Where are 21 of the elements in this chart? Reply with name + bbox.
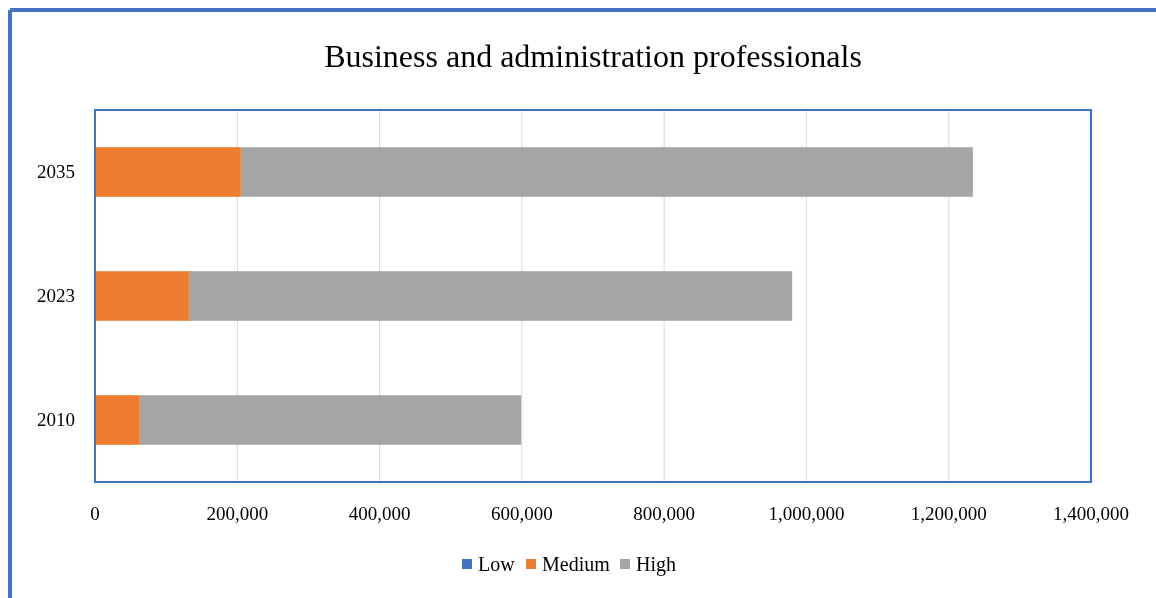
bar [139,395,522,445]
y-tick-label: 2010 [37,409,75,430]
y-tick-label: 2023 [37,285,75,306]
x-tick-label: 1,400,000 [1053,503,1129,524]
y-tick-label: 2035 [37,161,75,182]
legend-label: Low [478,553,516,575]
bar [188,271,793,321]
x-tick-label: 1,000,000 [768,503,845,524]
x-tick-label: 0 [90,503,100,524]
x-tick-label: 800,000 [633,503,696,524]
x-tick-label: 600,000 [490,503,553,524]
bar [240,147,973,197]
legend-label: Medium [542,553,611,575]
bar [95,147,241,197]
legend-label: High [636,553,676,576]
x-tick-label: 400,000 [348,503,411,524]
x-tick-label: 1,200,000 [910,503,987,524]
bar [95,271,189,321]
bar [95,395,140,445]
chart-title: Business and administration professionals [324,38,862,74]
x-tick-label: 200,000 [206,503,269,524]
